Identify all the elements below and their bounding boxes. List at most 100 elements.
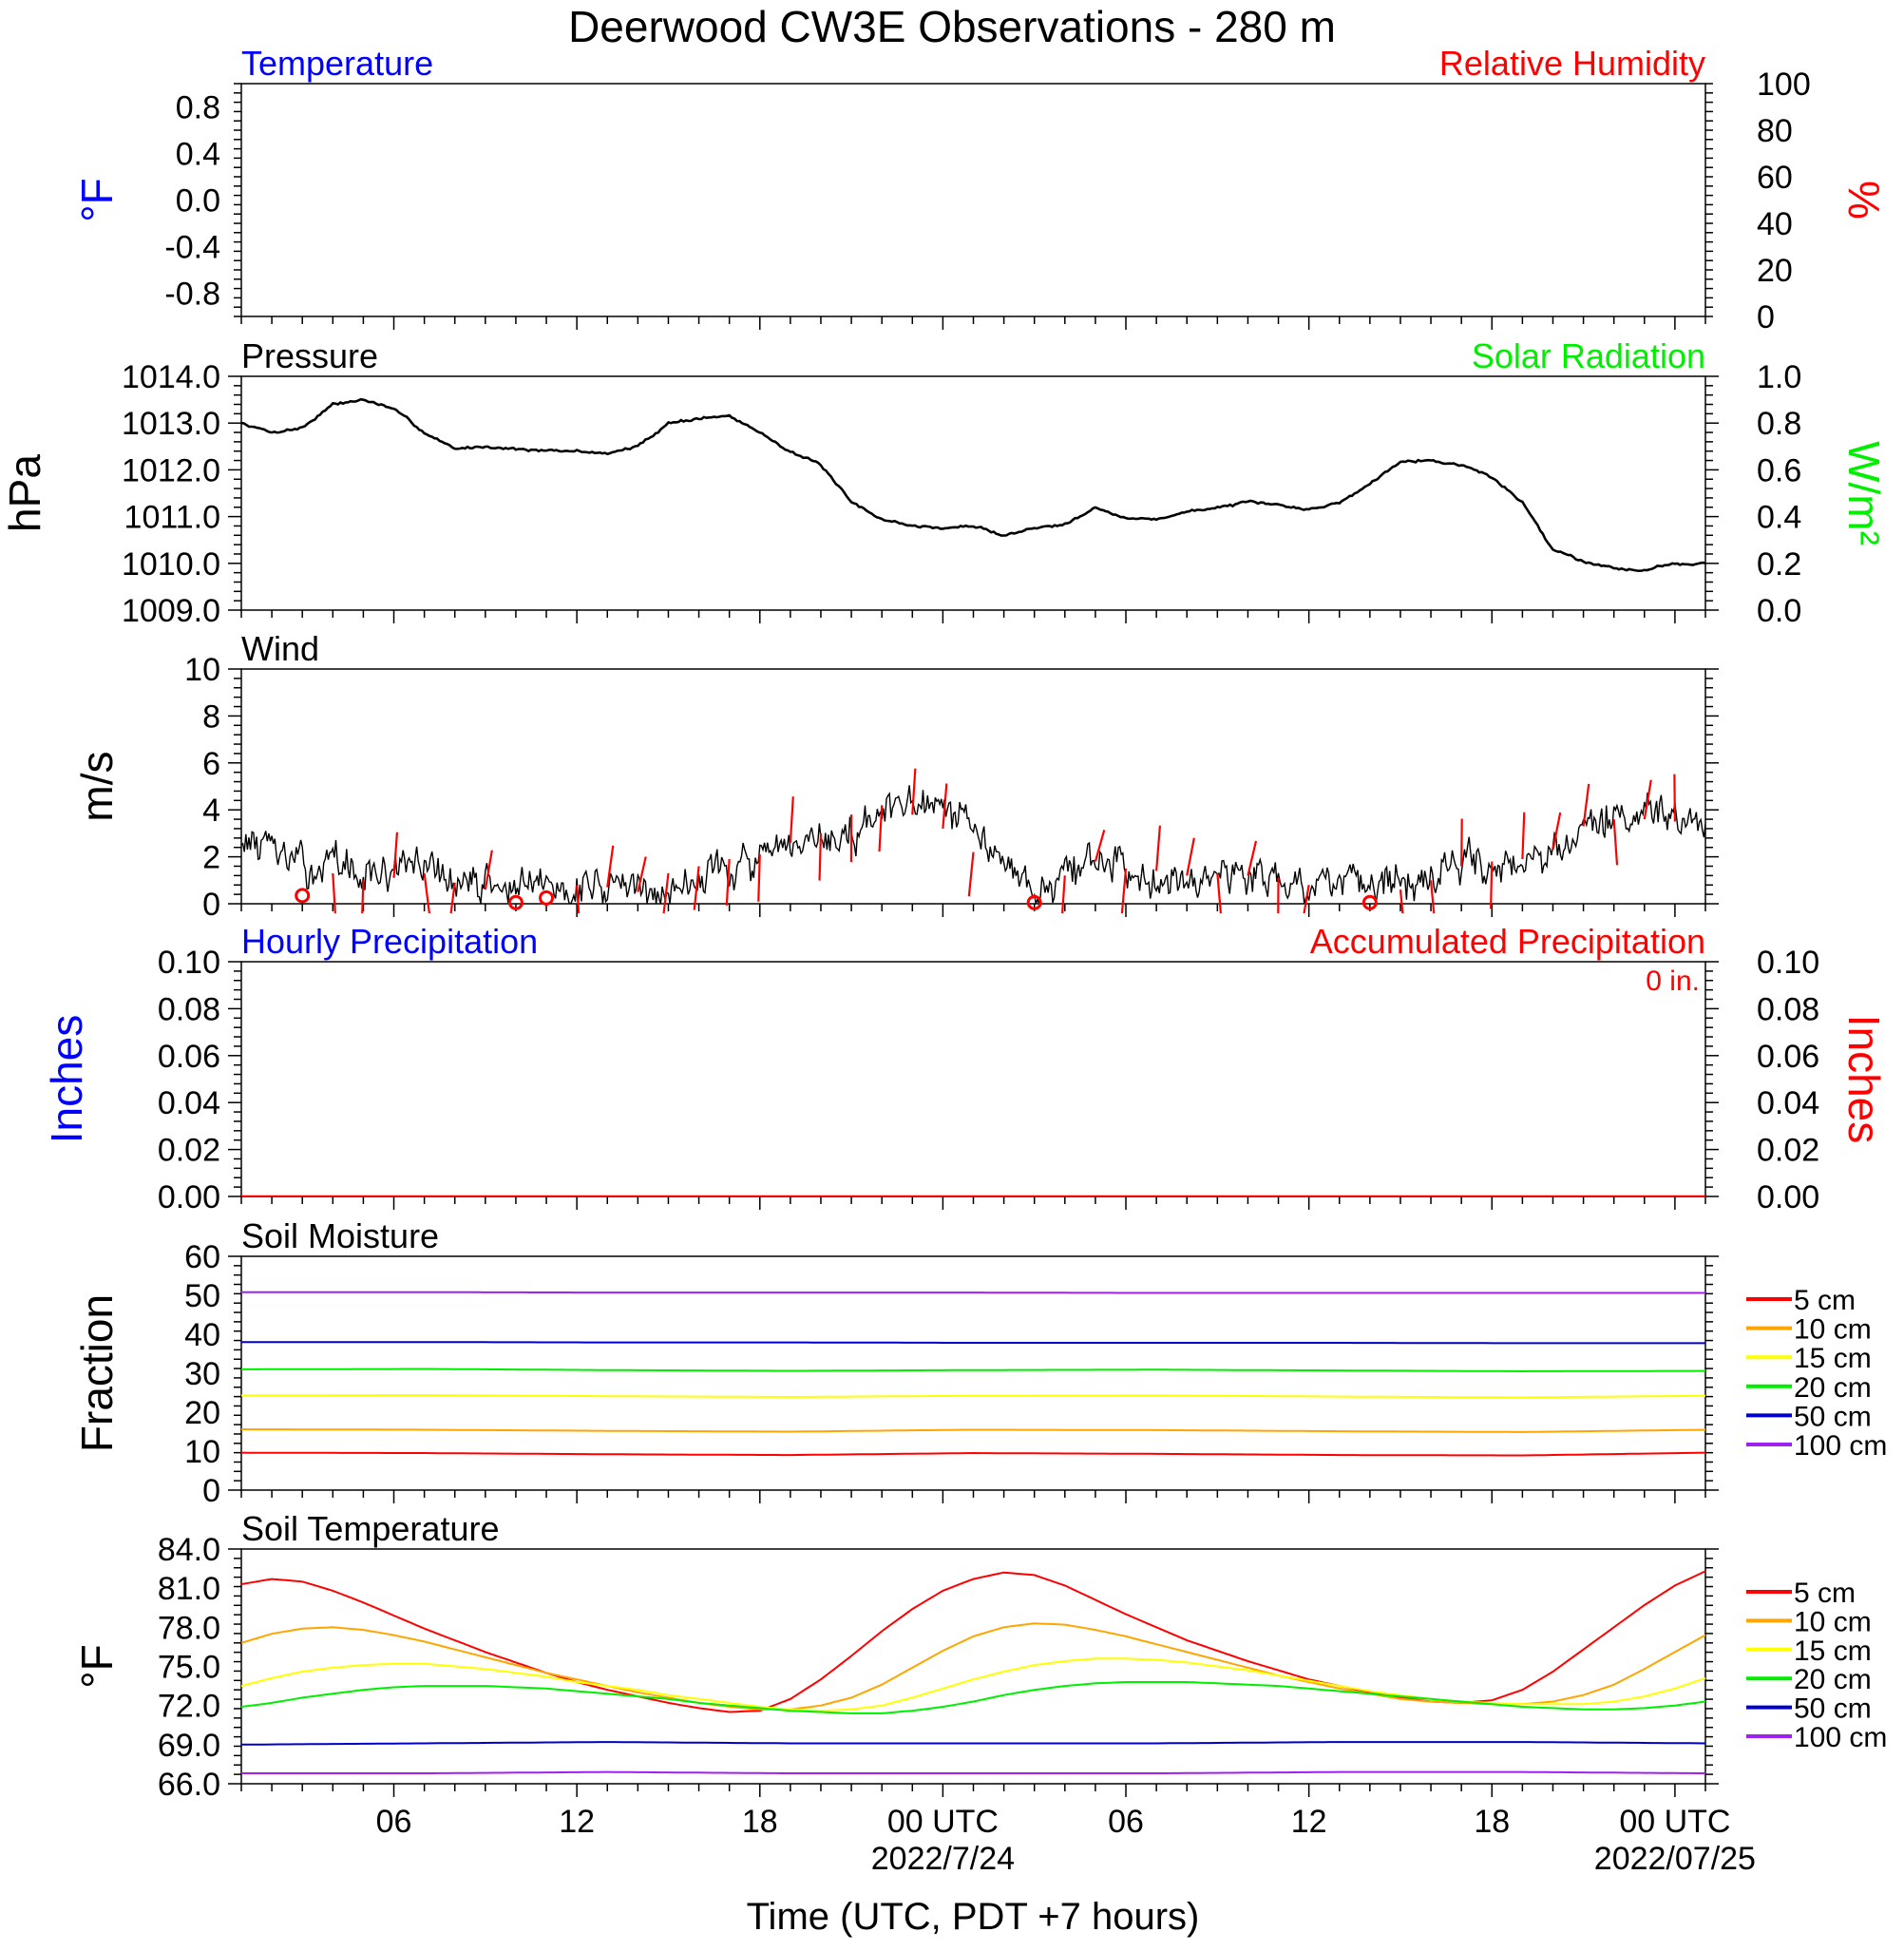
y-tick-label: 50 xyxy=(184,1278,220,1314)
y-tick-label: 0.08 xyxy=(158,991,220,1027)
panel-precipitation: 0.10 0.08 0.06 0.04 0.02 0.00 0.10 0.08 0.06 0.04… xyxy=(42,922,1889,1215)
plot-frame-wind xyxy=(240,668,1706,905)
y-tick-label: 75.0 xyxy=(158,1650,220,1686)
y-tick-label-right: 0.2 xyxy=(1757,546,1801,583)
wind-barb xyxy=(1643,779,1652,820)
y-tick-label: 40 xyxy=(184,1317,220,1353)
wind-barb xyxy=(1216,872,1223,914)
legend-label: 20 cm xyxy=(1794,1372,1872,1404)
legend-label: 5 cm xyxy=(1794,1285,1856,1316)
legend-item: 5 cm xyxy=(1746,1285,1856,1316)
y-tick-label: 1011.0 xyxy=(124,500,220,536)
legend-item: 100 cm xyxy=(1746,1430,1887,1462)
x-axis-label: Time (UTC, PDT +7 hours) xyxy=(747,1896,1200,1938)
y-tick-label: 66.0 xyxy=(158,1767,220,1803)
x-tick-label: 12 xyxy=(559,1804,595,1840)
legend-item: 50 cm xyxy=(1746,1401,1872,1432)
y-tick-label-right: 60 xyxy=(1757,160,1793,196)
x-tick-label: 12 xyxy=(1291,1804,1327,1840)
wind-barb xyxy=(423,872,430,914)
plot-frame-pressure xyxy=(240,375,1706,611)
y-tick-label: 0.8 xyxy=(176,90,220,126)
panel-wind: 0 2 4 6 8 10 Wind m/s xyxy=(72,629,1719,923)
y-tick-label: 0 xyxy=(202,887,220,923)
y-tick-label: 81.0 xyxy=(158,1571,220,1607)
series-line-soil_moisture-10cm xyxy=(241,1428,1705,1433)
legend-item: 20 cm xyxy=(1746,1664,1872,1695)
x-tick-label: 18 xyxy=(742,1804,778,1840)
y-tick-label-right: 0.06 xyxy=(1757,1039,1819,1075)
wind-barb xyxy=(1612,819,1619,866)
y-tick-label: 2 xyxy=(202,840,220,876)
wind-barb xyxy=(1521,812,1526,860)
legend-item: 15 cm xyxy=(1746,1635,1872,1667)
wind-barb xyxy=(361,880,365,914)
wind-barb xyxy=(1120,868,1128,914)
y-tick-label: 30 xyxy=(184,1356,220,1392)
wind-barb xyxy=(1489,861,1494,909)
y-axis-label-right-precipitation: Inches xyxy=(1839,1015,1889,1144)
series-line-soil_moisture-50cm xyxy=(241,1341,1705,1345)
legend-label: 15 cm xyxy=(1794,1635,1872,1667)
panel-temperature: 0.8 0.4 0.0 -0.4 -0.8 0 20 40 60 80 100 Temperature… xyxy=(72,44,1889,335)
series-line-pressure xyxy=(241,397,1705,573)
y-axis-label-right-temperature: % xyxy=(1839,181,1889,220)
wind-barb xyxy=(484,850,493,890)
y-tick-label-right: 100 xyxy=(1757,67,1811,103)
y-tick-label: 0 xyxy=(202,1473,220,1509)
y-tick-label-right: 0 xyxy=(1757,299,1775,335)
panel-title-wind: Wind xyxy=(241,629,319,668)
y-tick-label-right: 80 xyxy=(1757,113,1793,149)
y-tick-label: 0.02 xyxy=(158,1133,220,1169)
panel-title-soil_temperature: Soil Temperature xyxy=(241,1509,499,1548)
legend-item: 15 cm xyxy=(1746,1343,1872,1374)
date-label: 2022/07/25 xyxy=(1594,1841,1756,1877)
panel-pressure: 1014.0 1013.0 1012.0 1011.0 1010.0 1009.0 1.0 0… xyxy=(0,336,1889,629)
series-line-soil_temperature-100cm xyxy=(241,1770,1705,1774)
panel-title-precipitation: Hourly Precipitation xyxy=(241,922,538,961)
y-axis-label-soil_temperature: °F xyxy=(72,1644,122,1689)
x-tick-label: 00 UTC xyxy=(1619,1804,1730,1840)
series-line-soil_temperature-50cm xyxy=(241,1741,1705,1746)
legend-item: 5 cm xyxy=(1746,1578,1856,1609)
legend-label: 100 cm xyxy=(1794,1430,1887,1462)
y-tick-label: 0.0 xyxy=(176,183,220,220)
calm-wind-marker xyxy=(295,888,311,904)
series-line-soil_moisture-5cm xyxy=(241,1451,1705,1457)
y-tick-label: 78.0 xyxy=(158,1610,220,1646)
series-line-wind xyxy=(241,785,1705,904)
y-tick-label-right: 0.6 xyxy=(1757,452,1801,488)
wind-barb xyxy=(757,854,761,902)
calm-wind-marker xyxy=(1361,894,1378,910)
legend-label: 100 cm xyxy=(1794,1722,1887,1753)
y-tick-label: 1009.0 xyxy=(122,593,220,629)
legend-label: 50 cm xyxy=(1794,1401,1872,1432)
wind-barb xyxy=(1061,875,1066,914)
wind-barb xyxy=(662,872,670,914)
x-tick-label: 18 xyxy=(1474,1804,1510,1840)
y-tick-label-right: 40 xyxy=(1757,206,1793,242)
series-line-soil_temperature-10cm xyxy=(241,1622,1705,1711)
panel-soil_temperature: 84.081.078.0 75.072.069.066.0 Soil Tempera… xyxy=(72,1509,1887,1803)
y-tick-label: 1013.0 xyxy=(122,406,220,442)
y-axis-label-soil_moisture: Fraction xyxy=(72,1294,122,1452)
y-tick-label-right: 0.8 xyxy=(1757,406,1801,442)
wind-barb xyxy=(392,832,399,878)
y-tick-label-right: 0.10 xyxy=(1757,945,1819,981)
panel-title-right-precipitation: Accumulated Precipitation xyxy=(1310,922,1705,961)
y-tick-label: 6 xyxy=(202,746,220,782)
wind-barb xyxy=(725,859,731,906)
panel-title-right-pressure: Solar Radiation xyxy=(1472,336,1705,375)
figure-title: Deerwood CW3E Observations - 280 m xyxy=(568,2,1336,51)
wind-barb xyxy=(1429,880,1436,914)
legend-item: 10 cm xyxy=(1746,1314,1872,1346)
wind-barb xyxy=(878,805,884,852)
wind-barb xyxy=(942,783,948,830)
accumulated-total-label: 0 in. xyxy=(1646,966,1700,997)
wind-barb xyxy=(967,851,975,897)
y-tick-label-right: 1.0 xyxy=(1757,359,1801,395)
panels: 0.80.40.0-0.4-0.8020406080100Temperature… xyxy=(0,44,1889,1803)
calm-wind-marker xyxy=(507,894,524,910)
y-tick-label: 20 xyxy=(184,1395,220,1431)
